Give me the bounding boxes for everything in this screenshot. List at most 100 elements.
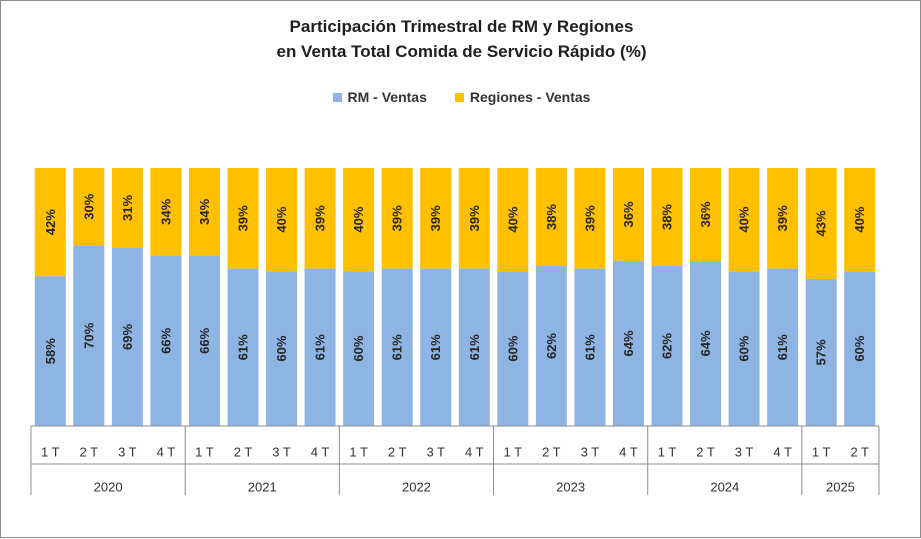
bar-rm (73, 245, 105, 426)
data-label-regiones: 34% (197, 198, 212, 224)
data-label-rm: 61% (236, 334, 251, 360)
category-tick-label: 2 T (850, 445, 869, 460)
data-label-rm: 69% (120, 324, 135, 350)
bar-rm (728, 271, 760, 426)
data-label-regiones: 38% (544, 204, 559, 230)
data-label-rm: 62% (660, 333, 675, 359)
category-tick-label: 1 T (658, 445, 677, 460)
bar-regiones (535, 168, 567, 267)
bar-rm (497, 271, 529, 426)
legend-label-rm: RM - Ventas (347, 89, 427, 105)
chart-subtitle: en Venta Total Comida de Servicio Rápido… (276, 42, 647, 61)
data-label-rm: 62% (544, 333, 559, 359)
bar-regiones (690, 168, 722, 261)
data-label-regiones: 40% (852, 206, 867, 232)
bar-regiones (728, 168, 760, 272)
bar-regiones (111, 168, 143, 248)
data-label-regiones: 40% (737, 206, 752, 232)
bar-rm (535, 266, 567, 426)
data-label-rm: 70% (81, 322, 96, 348)
category-tick-label: 1 T (504, 445, 523, 460)
data-label-rm: 64% (621, 330, 636, 356)
data-label-regiones: 39% (467, 205, 482, 231)
data-label-regiones: 43% (814, 210, 829, 236)
bar-regiones (805, 168, 837, 279)
data-label-rm: 60% (737, 335, 752, 361)
data-label-regiones: 36% (698, 201, 713, 227)
category-tick-label: 1 T (812, 445, 831, 460)
bar-regiones (34, 168, 66, 277)
bar-regiones (651, 168, 683, 267)
category-tick-label: 2 T (80, 445, 99, 460)
bar-rm (266, 271, 298, 426)
bar-regiones (73, 168, 105, 246)
data-label-rm: 66% (197, 327, 212, 353)
bar-regiones (497, 168, 529, 272)
year-group-label: 2024 (710, 480, 739, 495)
data-label-rm: 60% (274, 335, 289, 361)
bar-rm (381, 268, 413, 426)
bar-regiones (574, 168, 606, 269)
category-tick-label: 4 T (465, 445, 484, 460)
data-label-regiones: 34% (158, 198, 173, 224)
data-label-rm: 64% (698, 330, 713, 356)
chart-title: Participación Trimestral de RM y Regione… (289, 17, 634, 36)
data-label-regiones: 39% (428, 205, 443, 231)
data-label-rm: 58% (43, 338, 58, 364)
bar-regiones (420, 168, 452, 269)
data-label-regiones: 38% (660, 204, 675, 230)
category-tick-label: 4 T (773, 445, 792, 460)
category-tick-label: 3 T (426, 445, 445, 460)
bar-regiones (612, 168, 644, 261)
category-tick-label: 2 T (696, 445, 715, 460)
bar-rm (304, 268, 336, 426)
data-label-regiones: 30% (81, 193, 96, 219)
year-group-label: 2022 (402, 480, 431, 495)
bar-regiones (266, 168, 298, 272)
legend-item-regiones: Regiones - Ventas (454, 89, 590, 105)
category-tick-label: 3 T (272, 445, 291, 460)
bar-rm (805, 278, 837, 426)
bar-rm (844, 271, 876, 426)
legend-swatch-rm (332, 92, 342, 102)
bar-regiones (150, 168, 182, 256)
data-label-regiones: 39% (313, 205, 328, 231)
data-label-rm: 61% (582, 334, 597, 360)
bar-regiones (844, 168, 876, 272)
data-label-regiones: 36% (621, 201, 636, 227)
data-label-regiones: 40% (351, 206, 366, 232)
data-label-rm: 61% (428, 334, 443, 360)
bar-rm (343, 271, 375, 426)
bar-regiones (767, 168, 799, 269)
legend-swatch-regiones (454, 92, 464, 102)
bar-rm (651, 266, 683, 426)
bar-rm (111, 247, 143, 426)
data-label-rm: 57% (814, 339, 829, 365)
category-tick-label: 2 T (234, 445, 253, 460)
bar-rm (188, 255, 220, 426)
bar-rm (574, 268, 606, 426)
category-tick-label: 4 T (157, 445, 176, 460)
bar-regiones (343, 168, 375, 272)
bar-rm (690, 260, 722, 426)
year-group-label: 2023 (556, 480, 585, 495)
category-tick-label: 4 T (311, 445, 330, 460)
data-label-regiones: 40% (274, 206, 289, 232)
bar-rm (34, 276, 66, 426)
data-label-rm: 60% (852, 335, 867, 361)
bar-rm (458, 268, 490, 426)
data-label-rm: 66% (158, 327, 173, 353)
data-label-rm: 60% (351, 335, 366, 361)
year-group-label: 2021 (248, 480, 277, 495)
bar-regiones (227, 168, 259, 269)
data-label-regiones: 39% (236, 205, 251, 231)
category-tick-label: 1 T (349, 445, 368, 460)
bar-regiones (304, 168, 336, 269)
data-label-rm: 61% (775, 334, 790, 360)
year-group-label: 2020 (94, 480, 123, 495)
data-label-rm: 61% (390, 334, 405, 360)
bar-rm (612, 260, 644, 426)
data-label-rm: 60% (505, 335, 520, 361)
